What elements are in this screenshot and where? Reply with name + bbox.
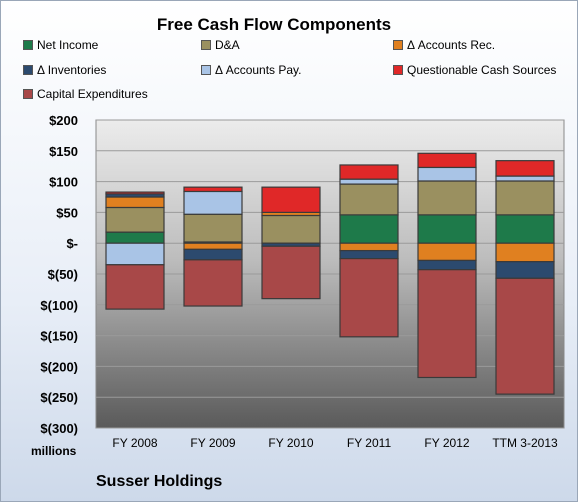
bar-segment — [339, 242, 399, 252]
x-tick-label: FY 2008 — [112, 436, 157, 450]
x-tick-label: FY 2009 — [190, 436, 235, 450]
x-tick-label: FY 2010 — [268, 436, 313, 450]
bar-segment — [417, 180, 477, 216]
legend-swatch — [23, 65, 33, 75]
bar-segment — [183, 248, 243, 261]
bar-segment — [261, 245, 321, 300]
legend-item: Questionable Cash Sources — [393, 63, 556, 77]
y-tick-label: $150 — [49, 144, 78, 159]
bar-segment — [495, 180, 555, 216]
bar-segment — [417, 214, 477, 244]
bar-segment — [339, 183, 399, 216]
y-tick-label: $(200) — [40, 359, 78, 374]
bar-segment — [417, 152, 477, 169]
y-tick-label: $(50) — [48, 267, 78, 282]
x-tick-label: FY 2011 — [347, 436, 392, 450]
x-tick-label: TTM 3-2013 — [492, 436, 558, 450]
bar-segment — [183, 213, 243, 243]
legend-label: Questionable Cash Sources — [407, 63, 557, 77]
y-tick-label: $200 — [49, 113, 78, 128]
y-tick-label: $- — [66, 236, 78, 251]
legend-label: Net Income — [37, 38, 99, 52]
legend-swatch — [393, 40, 403, 50]
bar-segment — [339, 178, 399, 185]
legend-label: Δ Accounts Rec. — [407, 38, 496, 52]
bar-segment — [339, 249, 399, 260]
bar-segment — [495, 214, 555, 244]
x-tick-label: FY 2012 — [424, 436, 469, 450]
legend-item: Net Income — [23, 38, 98, 52]
legend-item: Capital Expenditures — [23, 87, 148, 101]
bar-segment — [105, 206, 165, 233]
bar-segment — [183, 190, 243, 215]
bar-segment — [417, 259, 477, 271]
bar-segment — [183, 259, 243, 307]
bar-segment — [339, 164, 399, 180]
legend-label: Δ Accounts Pay. — [215, 63, 302, 77]
bar-segment — [495, 160, 555, 177]
bar-segment — [105, 196, 165, 209]
legend-label: Capital Expenditures — [37, 87, 148, 101]
bar-segment — [183, 186, 243, 193]
bar-segment — [339, 214, 399, 244]
y-tick-label: $(300) — [40, 421, 78, 436]
legend-label: D&A — [215, 38, 240, 52]
bar-segment — [105, 231, 165, 244]
legend-swatch — [393, 65, 403, 75]
bar-segment — [339, 258, 399, 338]
bar-segment — [105, 242, 165, 266]
legend-swatch — [201, 40, 211, 50]
bar-segment — [417, 242, 477, 262]
y-tick-label: $100 — [49, 175, 78, 190]
bar-segment — [261, 214, 321, 244]
bar-segment — [105, 191, 165, 195]
bar-segment — [105, 264, 165, 310]
unit-label: millions — [31, 444, 77, 458]
y-tick-label: $50 — [56, 205, 78, 220]
bar-segment — [183, 242, 243, 250]
bar-segment — [495, 242, 555, 263]
chart-title: Free Cash Flow Components — [156, 15, 392, 34]
legend-item: Δ Accounts Rec. — [393, 38, 495, 52]
y-tick-label: $(100) — [40, 298, 78, 313]
y-tick-label: $(150) — [40, 329, 78, 344]
bar-segment — [495, 175, 555, 182]
bar-segment — [261, 186, 321, 213]
legend-label: Δ Inventories — [37, 63, 107, 77]
legend-swatch — [23, 89, 33, 99]
legend-item: Δ Inventories — [23, 63, 106, 77]
bar-segment — [417, 166, 477, 182]
bar-segment — [495, 261, 555, 279]
legend-swatch — [23, 40, 33, 50]
legend-swatch — [201, 65, 211, 75]
company-name: Susser Holdings — [96, 473, 223, 490]
y-tick-label: $(250) — [40, 390, 78, 405]
bar-segment — [417, 269, 477, 379]
legend-item: Δ Accounts Pay. — [201, 63, 302, 77]
legend-item: D&A — [201, 38, 240, 52]
bar-segment — [495, 277, 555, 395]
